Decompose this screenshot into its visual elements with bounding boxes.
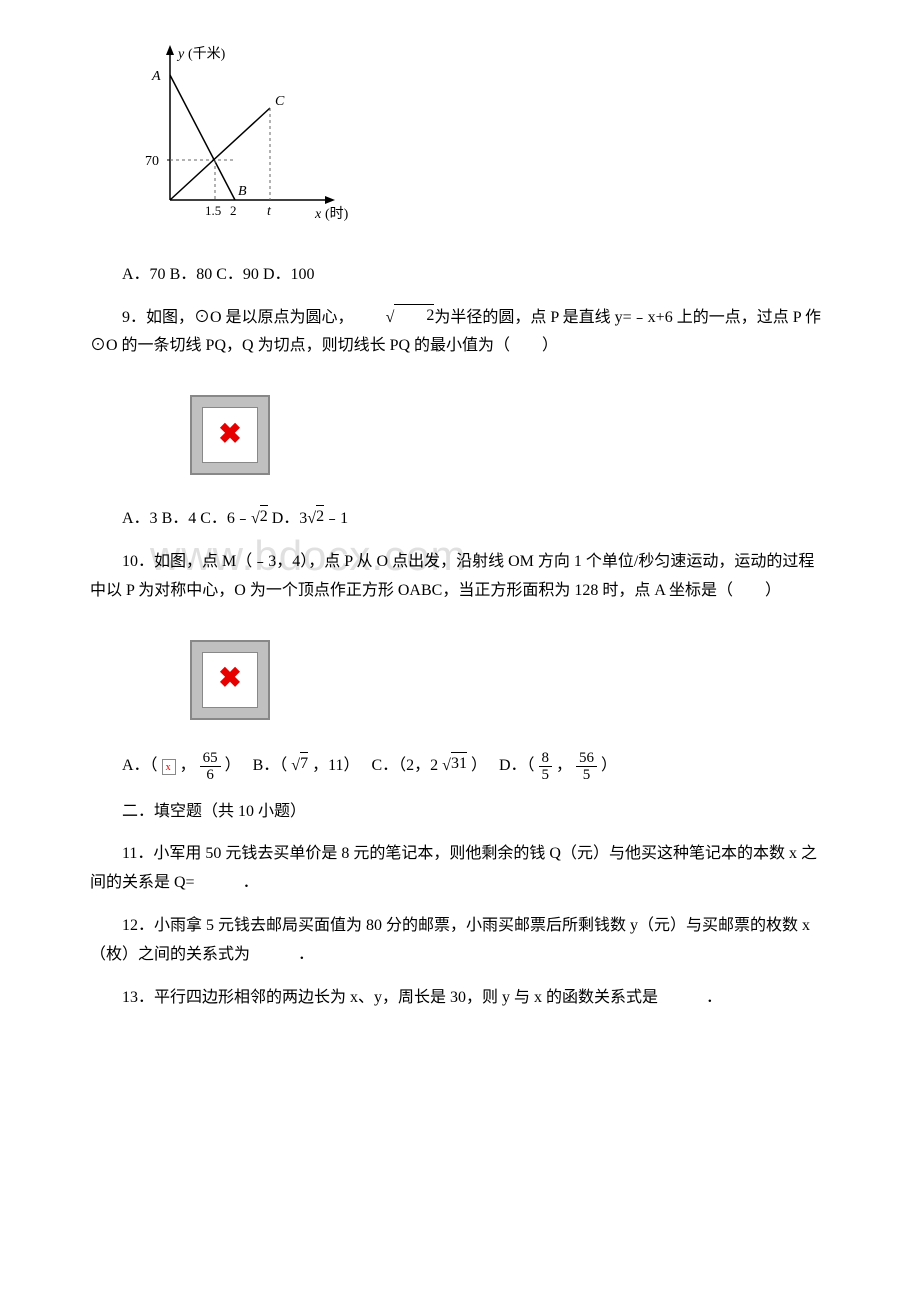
q10-broken-image: ✖ [190, 640, 270, 720]
q12-text: 12．小雨拿 5 元钱去邮局买面值为 80 分的邮票，小雨买邮票后所剩钱数 y（… [90, 912, 830, 970]
q9-options: A．3 B．4 C．6﹣√2 D．3√2﹣1 [122, 505, 830, 534]
broken-image-icon: ✖ [218, 654, 241, 704]
q8-opt-c: C．90 [216, 266, 259, 283]
small-broken-icon [162, 759, 176, 775]
svg-text:(千米): (千米) [188, 46, 226, 62]
svg-text:B: B [238, 184, 247, 199]
q8-opt-b: B．80 [170, 266, 213, 283]
svg-text:1.5: 1.5 [205, 203, 221, 218]
q9-broken-image: ✖ [190, 395, 270, 475]
svg-text:C: C [275, 94, 285, 109]
svg-text:t: t [267, 204, 272, 219]
q8-options: A．70 B．80 C．90 D．100 [122, 261, 830, 290]
svg-text:x: x [314, 207, 322, 222]
q11-text: 11．小军用 50 元钱去买单价是 8 元的笔记本，则他剩余的钱 Q（元）与他买… [90, 840, 830, 898]
q8-opt-a: A．70 [122, 266, 166, 283]
svg-text:A: A [151, 69, 161, 84]
q10-text: 10．如图，点 M（﹣3，4），点 P 从 O 点出发，沿射线 OM 方向 1 … [90, 548, 830, 606]
q8-graph: y (千米) x (时) A 70 B C 1.5 2 t [130, 40, 830, 241]
q13-text: 13．平行四边形相邻的两边长为 x、y，周长是 30，则 y 与 x 的函数关系… [90, 984, 830, 1013]
section-2-title: 二．填空题（共 10 小题） [90, 798, 830, 827]
svg-text:2: 2 [230, 203, 237, 218]
broken-image-icon: ✖ [218, 410, 241, 460]
svg-text:70: 70 [145, 154, 159, 169]
q10-options: A．（ ， 656 ） B．（ √7 ，11） C．（2，2 √31 ） D．（… [122, 750, 830, 784]
q8-opt-d: D．100 [263, 266, 315, 283]
svg-text:(时): (时) [325, 206, 349, 222]
svg-text:y: y [176, 47, 185, 62]
q9-text: 9．如图，⊙O 是以原点为圆心，√2为半径的圆，点 P 是直线 y=﹣x+6 上… [90, 304, 830, 362]
